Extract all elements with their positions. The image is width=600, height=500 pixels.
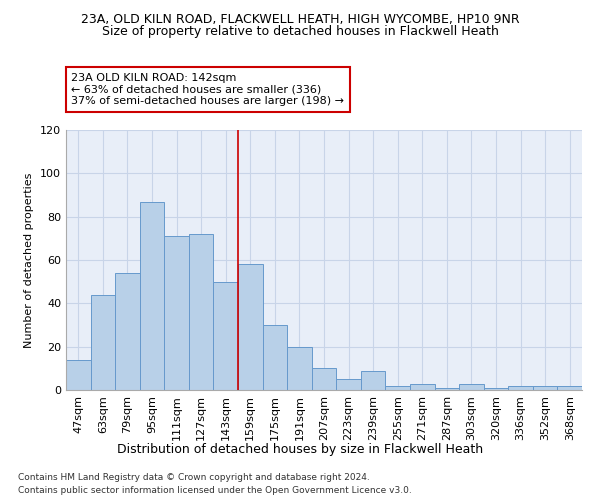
Bar [312,368,336,390]
Bar [434,388,459,390]
Bar [115,273,140,390]
Bar [238,264,263,390]
Bar [164,236,189,390]
Bar [336,379,361,390]
Bar [508,386,533,390]
Text: Contains public sector information licensed under the Open Government Licence v3: Contains public sector information licen… [18,486,412,495]
Bar [385,386,410,390]
Bar [557,386,582,390]
Text: 23A OLD KILN ROAD: 142sqm
← 63% of detached houses are smaller (336)
37% of semi: 23A OLD KILN ROAD: 142sqm ← 63% of detac… [71,73,344,106]
Bar [484,388,508,390]
Text: Contains HM Land Registry data © Crown copyright and database right 2024.: Contains HM Land Registry data © Crown c… [18,472,370,482]
Text: 23A, OLD KILN ROAD, FLACKWELL HEATH, HIGH WYCOMBE, HP10 9NR: 23A, OLD KILN ROAD, FLACKWELL HEATH, HIG… [80,12,520,26]
Bar [361,370,385,390]
Bar [189,234,214,390]
Bar [263,325,287,390]
Bar [410,384,434,390]
Bar [91,294,115,390]
Bar [214,282,238,390]
Y-axis label: Number of detached properties: Number of detached properties [25,172,34,348]
Bar [287,346,312,390]
Text: Size of property relative to detached houses in Flackwell Heath: Size of property relative to detached ho… [101,25,499,38]
Bar [533,386,557,390]
Bar [140,202,164,390]
Bar [66,360,91,390]
Bar [459,384,484,390]
Text: Distribution of detached houses by size in Flackwell Heath: Distribution of detached houses by size … [117,442,483,456]
